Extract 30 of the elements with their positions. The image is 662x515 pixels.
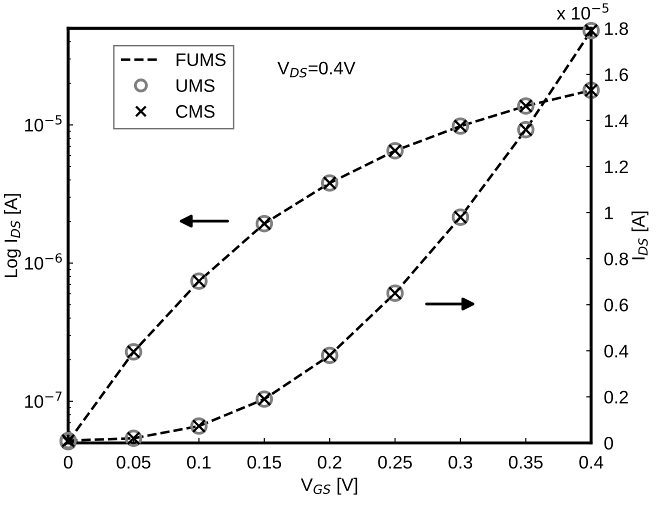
x-tick-label: 0.1	[187, 456, 211, 469]
y2-axis-title: I$_{DS}$ [A]	[632, 212, 648, 260]
y2-tick-label: 1.2	[605, 160, 628, 174]
y2-tick-label: 0.2	[604, 390, 628, 404]
x-tick-label: 0.2	[318, 456, 342, 469]
y2-tick-label: 0.6	[604, 298, 628, 312]
y-tick-label: 10$^{−5}$	[25, 115, 62, 132]
y2-tick-label: 1	[605, 206, 613, 220]
y2-tick-label: 1.8	[605, 22, 628, 36]
y-tick-label: 10$^{−6}$	[25, 253, 62, 270]
legend-label: FUMS	[176, 53, 226, 66]
x-tick-label: 0.25	[378, 456, 412, 469]
x-tick-label: 0.05	[116, 456, 150, 469]
x-tick-label: 0.3	[448, 456, 472, 469]
y2-tick-label: 1.4	[605, 114, 628, 127]
y2-tick-label: 0	[604, 436, 613, 450]
legend-label: UMS	[176, 79, 215, 92]
x-tick-label: 0.35	[508, 456, 543, 469]
annotation: V$_{DS}$=0.4V	[277, 62, 356, 78]
y-tick-label: 10$^{−7}$	[25, 392, 62, 408]
y2-tick-label: 0.4	[604, 344, 628, 358]
x-tick-label: 0.4	[579, 456, 604, 469]
legend-label: CMS	[176, 105, 215, 118]
x-tick-label: 0.15	[247, 456, 282, 469]
y2-tick-label: 1.6	[605, 68, 628, 82]
y2-tick-label: 0.8	[604, 252, 628, 266]
y-axis-title: Log I$_{DS}$ [A]	[4, 194, 21, 278]
x-tick-label: 0	[64, 456, 72, 469]
text: x 10$^{−5}$	[556, 3, 608, 20]
x-axis-title: V$_{GS}$ [V]	[300, 478, 358, 495]
